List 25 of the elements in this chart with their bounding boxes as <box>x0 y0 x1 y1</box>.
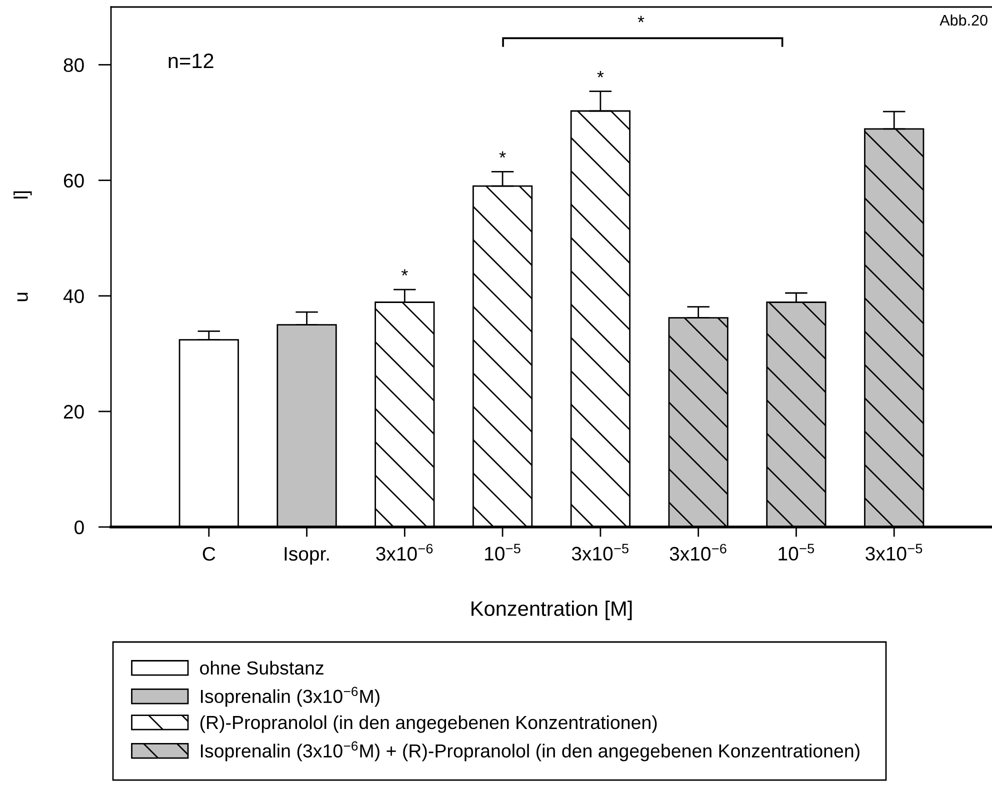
y-tick-label: 60 <box>64 174 84 188</box>
x-tick-label: 3x10$^{−6}$ <box>376 544 433 561</box>
x-tick-label: 3x10$^{−6}$ <box>670 544 726 561</box>
y-tick-label: 40 <box>63 289 84 304</box>
data-label: * <box>499 151 506 158</box>
annotation: * <box>638 16 644 22</box>
y-tick-label: 20 <box>64 404 84 419</box>
legend-label: ohne Substanz <box>200 660 324 675</box>
x-tick-label: 3x10$^{−5}$ <box>572 544 628 561</box>
x-tick-label: Isopr. <box>284 547 329 565</box>
x-tick-label: C <box>202 546 216 561</box>
annotation: Abb.20 <box>940 14 988 26</box>
x-tick-label: 3x10$^{−5}$ <box>866 544 922 561</box>
legend-label: Isoprenalin (3x10$^{−6}$M) <box>200 686 380 707</box>
x-tick-label: 10$^{−5}$ <box>485 544 520 561</box>
y-tick-label: 80 <box>64 58 84 72</box>
legend-label: Isoprenalin (3x10$^{−6}$M) + (R)-Propranolol (in den angegebenen Konzentrationen) <box>200 741 860 762</box>
y-tick-label: 0 <box>74 520 84 534</box>
y-axis-title: u l] <box>14 191 32 302</box>
legend-label: (R)-Propranolol (in den angegebenen Konzentrationen) <box>200 715 657 733</box>
x-axis-title: Konzentration [M] <box>472 600 632 620</box>
x-tick-label: 10$^{−5}$ <box>778 544 814 561</box>
annotation: n=12 <box>168 53 214 68</box>
data-label: * <box>401 269 408 276</box>
data-label: * <box>597 71 604 78</box>
